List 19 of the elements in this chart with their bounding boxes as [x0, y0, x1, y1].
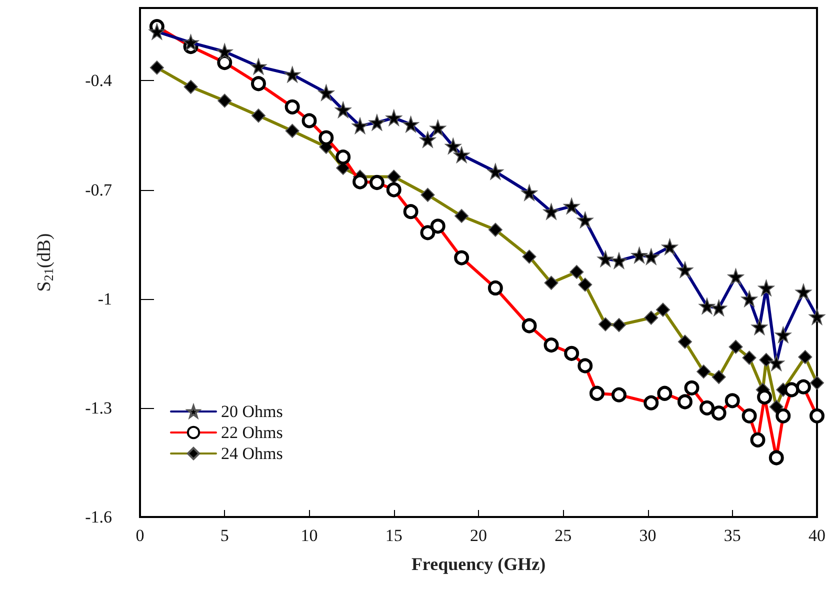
- y-axis-title: S21(dB): [34, 233, 56, 292]
- x-tick-label: 20: [470, 526, 487, 545]
- x-tick-label: 35: [724, 526, 741, 545]
- x-tick-label: 30: [639, 526, 656, 545]
- x-tick-label: 25: [554, 526, 572, 545]
- y-tick-label: -1: [98, 289, 112, 308]
- y-tick-label: -0.4: [85, 71, 112, 90]
- y-tick-label: -1.3: [85, 398, 112, 418]
- x-tick-label: 5: [220, 526, 229, 545]
- legend-label: 22 Ohms: [221, 423, 283, 442]
- legend-label: 20 Ohms: [221, 402, 283, 421]
- y-tick-label: -1.6: [85, 508, 112, 526]
- legend-label: 24 Ohms: [221, 444, 283, 463]
- x-tick-label: 0: [136, 526, 144, 545]
- y-tick-label: -0.7: [85, 180, 112, 200]
- x-tick-label: 40: [808, 526, 826, 545]
- x-tick-label: 10: [300, 526, 318, 545]
- x-axis-title: Frequency (GHz): [411, 554, 546, 574]
- x-tick-label: 15: [385, 526, 402, 545]
